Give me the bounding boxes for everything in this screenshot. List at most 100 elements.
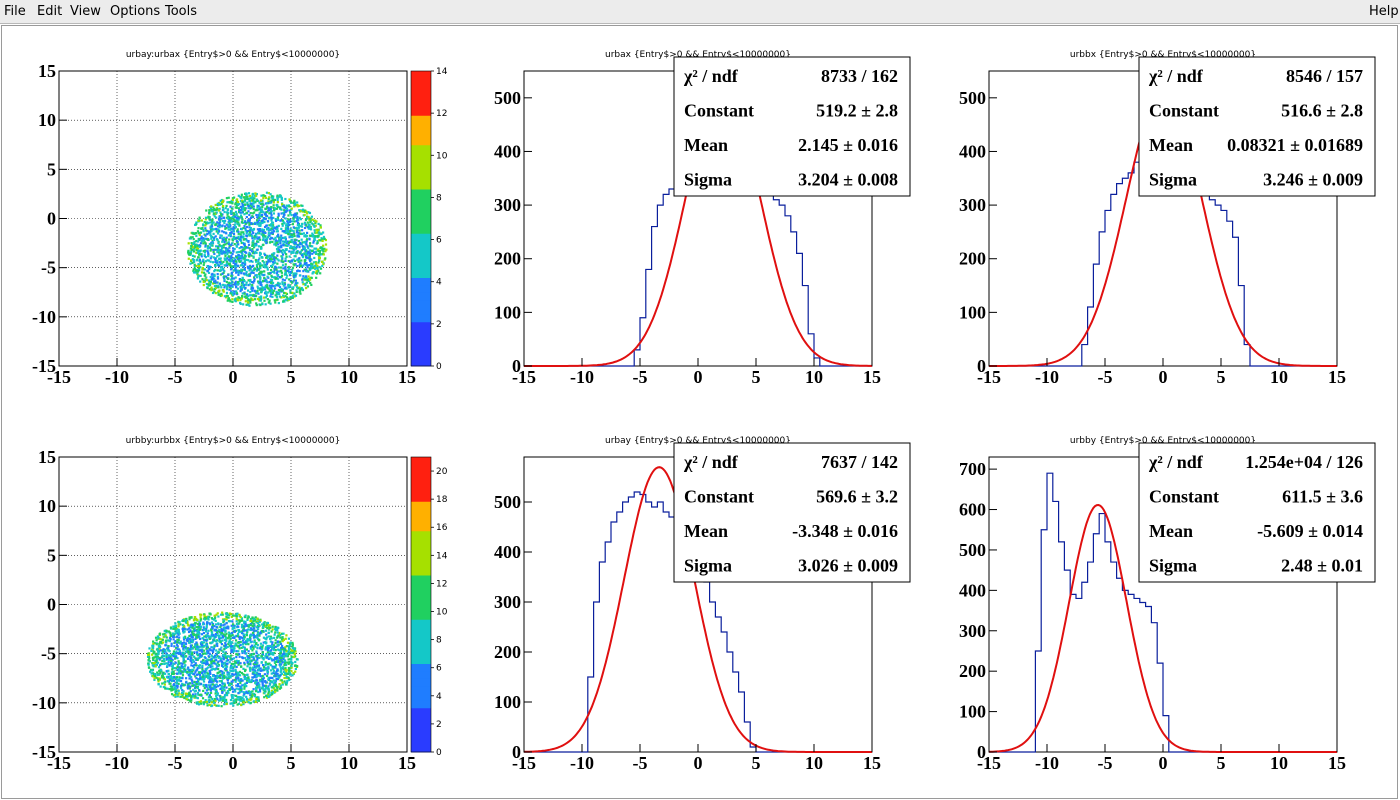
heatmap-cell bbox=[292, 672, 295, 675]
heatmap-cell bbox=[287, 214, 290, 217]
heatmap-cell bbox=[175, 682, 178, 685]
heatmap-cell bbox=[190, 648, 193, 651]
heatmap-cell bbox=[231, 197, 234, 200]
heatmap-cell bbox=[242, 243, 246, 246]
heatmap-cell bbox=[306, 238, 309, 241]
x-tick-label: 15 bbox=[398, 367, 416, 387]
heatmap-cell bbox=[242, 645, 245, 649]
heatmap-cell bbox=[227, 234, 230, 237]
heatmap-cell bbox=[220, 643, 224, 646]
menu-tools[interactable]: Tools bbox=[165, 4, 198, 19]
heatmap-cell bbox=[214, 674, 217, 678]
heatmap-cell bbox=[216, 674, 219, 677]
heatmap-cell bbox=[166, 665, 169, 668]
heatmap-cell bbox=[194, 223, 197, 227]
heatmap-cell bbox=[283, 213, 286, 216]
heatmap-cell bbox=[265, 237, 268, 240]
heatmap-cell bbox=[207, 651, 210, 655]
heatmap-cell bbox=[212, 238, 216, 242]
palette-tick-label: 0 bbox=[436, 362, 442, 372]
heatmap-cell bbox=[287, 271, 291, 274]
heatmap-cell bbox=[252, 625, 255, 628]
heatmap-cell bbox=[271, 284, 274, 287]
heatmap-cell bbox=[223, 279, 226, 283]
heatmap-cell bbox=[217, 664, 220, 667]
heatmap-cell bbox=[305, 253, 308, 256]
heatmap-cell bbox=[276, 235, 280, 238]
heatmap-cell bbox=[175, 654, 178, 657]
heatmap-cell bbox=[167, 654, 171, 657]
heatmap-cell bbox=[247, 676, 250, 679]
heatmap-cell bbox=[213, 659, 216, 662]
heatmap-cell bbox=[201, 660, 204, 663]
heatmap-cell bbox=[233, 257, 236, 260]
heatmap-cell bbox=[259, 202, 262, 206]
heatmap-cell bbox=[261, 623, 264, 626]
heatmap-cell bbox=[216, 661, 219, 664]
root-canvas[interactable]: urbay:urbax {Entry$>0 && Entry$<10000000… bbox=[1, 25, 1398, 799]
heatmap-cell bbox=[218, 282, 222, 285]
heatmap-cell bbox=[289, 230, 292, 233]
heatmap-cell bbox=[243, 622, 246, 625]
heatmap-cell bbox=[201, 666, 204, 669]
heatmap-cell bbox=[267, 216, 270, 219]
heatmap-cell bbox=[292, 232, 296, 236]
heatmap-cell bbox=[284, 268, 287, 271]
heatmap-cell bbox=[269, 212, 273, 215]
heatmap-cell bbox=[163, 678, 166, 681]
menu-help[interactable]: Help bbox=[1369, 4, 1399, 19]
heatmap-cell bbox=[301, 222, 304, 226]
heatmap-cell bbox=[279, 648, 283, 651]
heatmap-cell bbox=[162, 659, 165, 662]
heatmap-cell bbox=[277, 648, 280, 651]
heatmap-cell bbox=[245, 652, 248, 655]
menu-edit[interactable]: Edit bbox=[37, 4, 63, 19]
heatmap-cell bbox=[186, 698, 190, 701]
heatmap-cell bbox=[238, 250, 241, 254]
heatmap-cell bbox=[271, 240, 274, 244]
menu-view[interactable]: View bbox=[70, 4, 101, 19]
heatmap-cell bbox=[215, 208, 218, 211]
heatmap-cell bbox=[258, 236, 261, 239]
heatmap-cell bbox=[205, 625, 208, 628]
heatmap-cell bbox=[212, 251, 215, 254]
heatmap-cell bbox=[240, 690, 243, 693]
heatmap-cell bbox=[323, 258, 326, 261]
heatmap-cell bbox=[204, 691, 207, 695]
heatmap-cell bbox=[219, 659, 222, 662]
heatmap-cell bbox=[270, 214, 273, 217]
heatmap-cell bbox=[209, 280, 213, 284]
heatmap-cell bbox=[301, 241, 304, 244]
heatmap-cell bbox=[259, 642, 263, 645]
y-tick-label: 0 bbox=[47, 209, 56, 229]
heatmap-cell bbox=[229, 643, 233, 646]
heatmap-cell bbox=[267, 690, 270, 693]
heatmap-cell bbox=[218, 248, 221, 252]
heatmap-cell bbox=[296, 281, 299, 285]
heatmap-cell bbox=[197, 266, 201, 269]
heatmap-cell bbox=[295, 216, 298, 219]
heatmap-cell bbox=[277, 218, 280, 221]
menu-options[interactable]: Options bbox=[110, 4, 161, 19]
heatmap-cell bbox=[291, 643, 294, 647]
heatmap-cell bbox=[212, 237, 216, 240]
heatmap-cell bbox=[193, 265, 196, 268]
heatmap-cell bbox=[309, 219, 312, 222]
heatmap-cell bbox=[219, 199, 222, 203]
canvas-plots[interactable]: urbay:urbax {Entry$>0 && Entry$<10000000… bbox=[2, 26, 1397, 798]
menu-file[interactable]: File bbox=[4, 4, 26, 19]
heatmap-cell bbox=[198, 689, 201, 692]
heatmap-cell bbox=[292, 655, 295, 658]
palette-cell bbox=[411, 351, 431, 360]
heatmap-cell bbox=[264, 625, 267, 628]
heatmap-cell bbox=[296, 217, 299, 220]
heatmap-cell bbox=[285, 255, 288, 258]
heatmap-cell bbox=[225, 639, 228, 643]
heatmap-cell bbox=[317, 261, 320, 264]
heatmap-cell bbox=[266, 275, 269, 278]
heatmap-cell bbox=[248, 247, 251, 250]
x-tick-label: 0 bbox=[694, 367, 703, 387]
heatmap-cell bbox=[291, 674, 294, 677]
heatmap-cell bbox=[208, 612, 211, 615]
heatmap-cell bbox=[300, 249, 304, 252]
